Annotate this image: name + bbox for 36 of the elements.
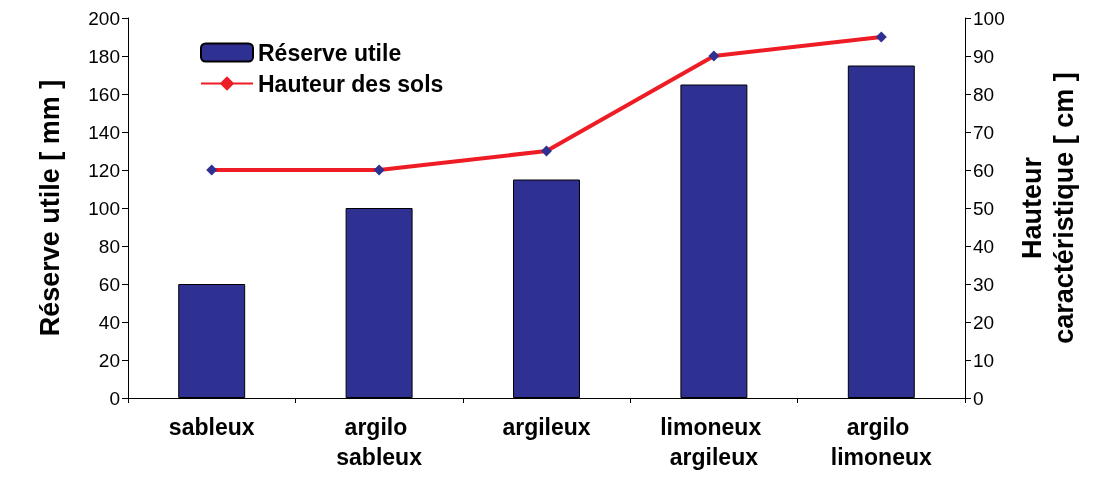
y-tick-label: 20 [98, 349, 120, 371]
y-tick-label: 40 [98, 311, 120, 333]
y2-axis-title: Hauteur caractéristique [ cm ] [1016, 72, 1079, 344]
x-tick-label: sableux [168, 414, 255, 440]
point [875, 31, 887, 43]
y2-tick-label: 70 [973, 121, 995, 143]
y-tick-label: 140 [88, 121, 120, 143]
y-tick-label: 80 [98, 235, 120, 257]
y-tick-label: 120 [88, 159, 120, 181]
point [206, 164, 218, 176]
legend-label: Hauteur des sols [258, 70, 444, 97]
y2-tick-label: 100 [973, 7, 1005, 29]
point [541, 145, 552, 157]
y2-tick-label: 10 [973, 349, 995, 371]
y-tick-label: 160 [88, 83, 120, 105]
y2-tick-label: 80 [973, 83, 995, 105]
y2-tick-label: 50 [973, 197, 995, 219]
x-tick-label: limoneux argileux [660, 414, 768, 470]
y-tick-label: 100 [88, 197, 120, 219]
y-tick-label: 200 [88, 7, 120, 29]
y-tick-label: 60 [98, 273, 120, 295]
x-tick-label: argilo limoneux [830, 414, 932, 470]
y2-tick-label: 60 [973, 159, 995, 181]
y2-tick-label: 30 [973, 273, 995, 295]
y2-tick-label: 0 [973, 387, 984, 409]
point [373, 164, 385, 176]
y-tick-label: 0 [109, 387, 120, 409]
y2-tick-label: 20 [973, 311, 995, 333]
legend-label: Réserve utile [258, 39, 402, 66]
y-axis-title: Réserve utile [ mm ] [35, 79, 65, 337]
y-tick-label: 180 [88, 45, 120, 67]
x-tick-label: argilo sableux [336, 414, 423, 470]
y2-tick-label: 90 [973, 45, 995, 67]
x-tick-label: argileux [502, 414, 591, 440]
y2-tick-label: 40 [973, 235, 995, 257]
point [708, 50, 720, 62]
